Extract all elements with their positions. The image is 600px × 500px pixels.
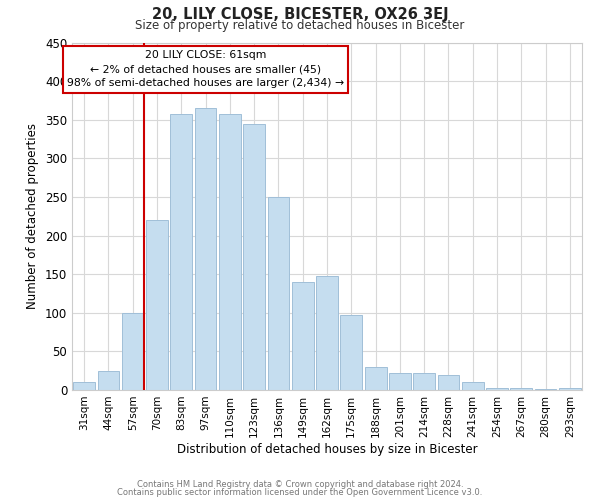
Bar bbox=[486, 388, 508, 390]
Y-axis label: Number of detached properties: Number of detached properties bbox=[26, 123, 40, 309]
Text: Contains public sector information licensed under the Open Government Licence v3: Contains public sector information licen… bbox=[118, 488, 482, 497]
Text: 20 LILY CLOSE: 61sqm
← 2% of detached houses are smaller (45)
98% of semi-detach: 20 LILY CLOSE: 61sqm ← 2% of detached ho… bbox=[67, 50, 344, 88]
Bar bbox=[170, 114, 192, 390]
Bar bbox=[73, 382, 95, 390]
Bar bbox=[437, 374, 460, 390]
Bar bbox=[97, 370, 119, 390]
Bar bbox=[268, 197, 289, 390]
Bar bbox=[292, 282, 314, 390]
Bar bbox=[559, 388, 581, 390]
X-axis label: Distribution of detached houses by size in Bicester: Distribution of detached houses by size … bbox=[176, 442, 478, 456]
Bar bbox=[389, 373, 411, 390]
Bar bbox=[413, 373, 435, 390]
Bar bbox=[340, 315, 362, 390]
Text: Contains HM Land Registry data © Crown copyright and database right 2024.: Contains HM Land Registry data © Crown c… bbox=[137, 480, 463, 489]
Bar bbox=[243, 124, 265, 390]
Bar bbox=[535, 389, 556, 390]
Bar bbox=[365, 367, 386, 390]
Text: 20, LILY CLOSE, BICESTER, OX26 3EJ: 20, LILY CLOSE, BICESTER, OX26 3EJ bbox=[152, 8, 448, 22]
Bar bbox=[219, 114, 241, 390]
Bar bbox=[316, 276, 338, 390]
Bar bbox=[146, 220, 168, 390]
Bar bbox=[122, 313, 143, 390]
Bar bbox=[511, 388, 532, 390]
Bar bbox=[194, 108, 217, 390]
Bar bbox=[462, 382, 484, 390]
Text: Size of property relative to detached houses in Bicester: Size of property relative to detached ho… bbox=[136, 18, 464, 32]
